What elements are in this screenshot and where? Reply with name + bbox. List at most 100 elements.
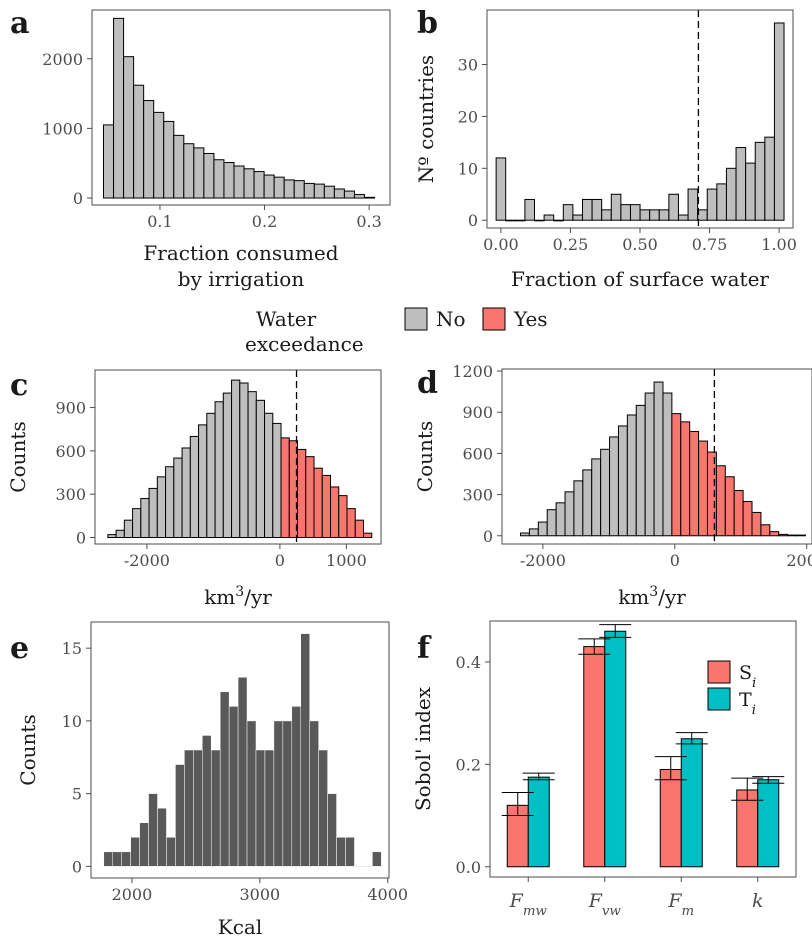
x-tick-label: 3000 [239, 885, 280, 904]
x-axis-label-line2: by irrigation [178, 267, 305, 291]
histogram-bar [354, 866, 364, 868]
histogram-bar [175, 764, 185, 867]
histogram-bar [617, 425, 628, 537]
sobol-bar [604, 630, 627, 868]
histogram-bar [572, 214, 583, 221]
bars [495, 22, 785, 222]
histogram-bar [687, 188, 699, 221]
histogram-bar [363, 866, 373, 868]
histogram-bar [282, 720, 293, 867]
histogram-bar [333, 188, 345, 199]
y-tick-label: 1200 [452, 362, 493, 381]
y-tick-label: 0.0 [456, 858, 481, 877]
y-tick-label: 600 [462, 444, 493, 463]
histogram-bar [255, 749, 266, 867]
histogram-bar [725, 167, 737, 221]
histogram-bar [533, 219, 545, 222]
panel-label: e [10, 631, 29, 666]
histogram-bar [372, 851, 382, 867]
histogram-bar [742, 500, 753, 537]
histogram-bar [706, 451, 717, 537]
y-tick-label: 2000 [42, 50, 83, 69]
x-axis-label: Fraction of surface water [511, 267, 769, 291]
legend-key [707, 660, 731, 684]
y-tick-label: 0 [468, 211, 478, 230]
histogram-bar [680, 421, 691, 537]
x-tick-label: 0.2 [252, 212, 277, 231]
e-panel-border [90, 621, 390, 879]
histogram-bar [537, 521, 548, 537]
y-tick-label: 30 [458, 56, 478, 75]
histogram-bar [345, 837, 355, 867]
x-tick-label: -2000 [520, 551, 566, 570]
x-tick-label: 2000 [786, 551, 812, 570]
histogram-bar [143, 100, 155, 199]
histogram-bar [243, 168, 255, 199]
legend-label: Yes [513, 307, 548, 331]
histogram-bar [213, 159, 225, 199]
histogram-bar [272, 422, 282, 539]
x-tick-label: k [752, 890, 764, 912]
y-tick-label: 10 [458, 159, 478, 178]
histogram-bar [591, 198, 603, 221]
f-panel-border [489, 620, 797, 878]
x-tick-label: 0 [670, 551, 680, 570]
histogram-bar [173, 457, 183, 539]
histogram-bar [528, 528, 539, 537]
histogram-bar [206, 412, 216, 539]
histogram-bar [140, 498, 150, 539]
histogram-bar [553, 219, 564, 222]
x-tick-label: 2000 [112, 885, 153, 904]
text-span: F [667, 890, 682, 912]
y-tick-label: 0.2 [456, 755, 481, 774]
histogram-bar [591, 458, 602, 537]
histogram-bar [231, 379, 241, 539]
histogram-bar [210, 749, 221, 867]
histogram-bar [582, 469, 593, 537]
histogram-bar [787, 534, 798, 537]
histogram-bar [600, 448, 611, 537]
histogram-bar [346, 508, 356, 539]
sobol-bar [659, 768, 682, 868]
histogram-bar [233, 165, 245, 199]
histogram-bar [514, 219, 526, 222]
histogram-bar [677, 214, 689, 221]
y-tick-label: 0 [73, 189, 83, 208]
histogram-bar [524, 198, 535, 221]
histogram-bar [184, 749, 194, 867]
x-tick-label: Fm [667, 890, 694, 919]
histogram-bar [247, 391, 257, 539]
histogram-bar [323, 185, 335, 199]
histogram-bar [546, 509, 557, 537]
histogram-bar [273, 720, 284, 867]
histogram-bar [228, 706, 239, 867]
histogram-bar [181, 447, 191, 539]
histogram-bar [246, 720, 257, 867]
histogram-bar [733, 489, 744, 537]
text-span: /yr [244, 585, 272, 609]
histogram-bar [237, 677, 248, 867]
legend-key [482, 307, 506, 331]
c-panel-border [94, 369, 382, 545]
histogram-bar [724, 476, 735, 537]
histogram-bar [321, 474, 332, 539]
histogram-bar [343, 190, 355, 199]
histogram-bar [653, 381, 664, 537]
histogram-bar [183, 143, 195, 199]
text-span: m [682, 904, 695, 919]
y-axis-label: Nº countries [414, 55, 438, 183]
text-span: F [588, 890, 603, 912]
x-axis-label: Kcal [218, 915, 262, 939]
histogram-bar [273, 176, 285, 199]
panel-c: -2000 0 1000 0 300 600 900 c Counts km3/yr [6, 368, 382, 609]
histogram-bar [148, 487, 158, 539]
histogram-bar [754, 141, 766, 221]
histogram-bar [609, 436, 619, 537]
sobol-bar [583, 646, 606, 868]
histogram-bar [363, 532, 373, 539]
panel-label: b [417, 6, 438, 41]
text-span: km [618, 585, 649, 609]
a-panel-border [91, 9, 391, 206]
x-tick-label: 0.3 [356, 212, 381, 231]
